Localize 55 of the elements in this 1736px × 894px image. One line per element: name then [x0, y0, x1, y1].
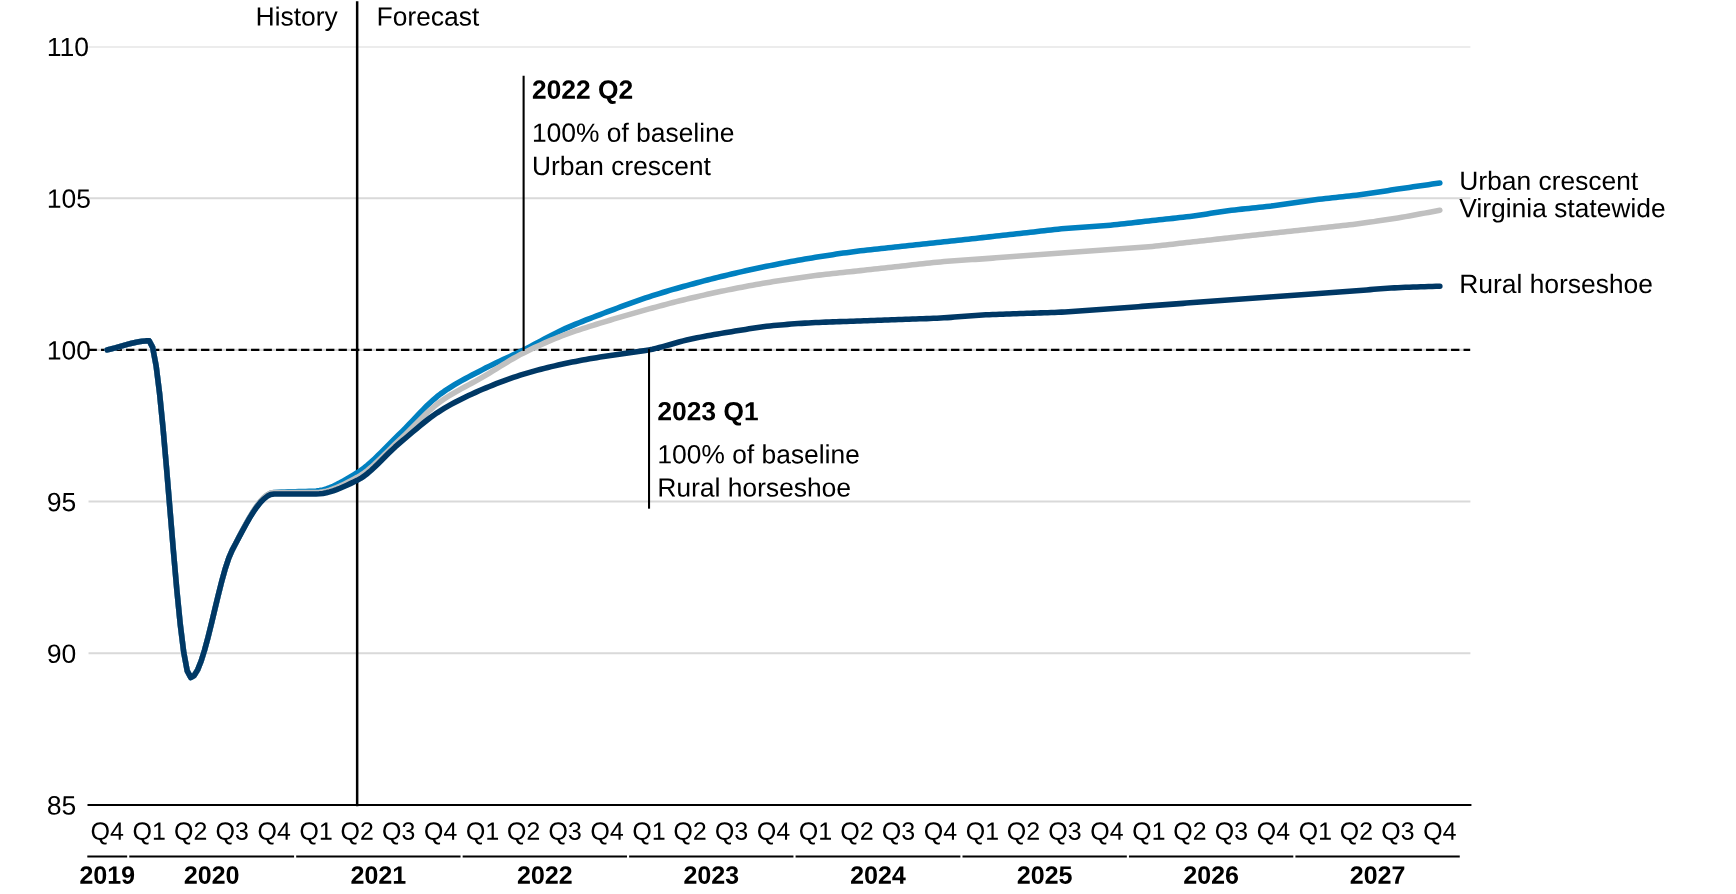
x-tick-label: Q2 [1007, 822, 1039, 845]
text: 2024 [851, 866, 906, 884]
x-tick-label: Q4 [425, 822, 457, 845]
text: Forecast [378, 7, 480, 26]
x-tick-label: Q4 [1091, 822, 1123, 845]
x-tick-label: Q1 [1299, 822, 1331, 845]
y-tick-label: 95 [48, 492, 76, 512]
x-tick-label: Q1 [467, 822, 499, 845]
x-tick-label: Q3 [549, 822, 581, 845]
text: 2019 [80, 866, 135, 884]
x-tick-label: Q3 [883, 822, 915, 845]
text: 2027 [1350, 866, 1405, 884]
x-tick-label: Q4 [924, 822, 957, 845]
x-tick-label: Q1 [800, 822, 831, 845]
text: 2022 [517, 866, 572, 884]
x-tick-label: Q3 [383, 822, 415, 845]
x-tick-label: Q1 [133, 822, 165, 845]
x-tick-label: Q3 [1382, 822, 1414, 845]
x-tick-label: Q2 [175, 822, 207, 845]
y-tick-label: 100 [48, 341, 90, 360]
y-tick-label: 105 [48, 189, 90, 208]
x-tick-label: Q4 [258, 822, 291, 845]
x-tick-label: Q2 [508, 822, 540, 845]
series-label: Virginia statewide [1459, 198, 1665, 223]
x-tick-label: Q2 [841, 822, 873, 845]
text: History [257, 6, 338, 32]
series-label: Rural horseshoe [1461, 273, 1652, 294]
y-tick-label: 85 [48, 796, 76, 815]
x-tick-label: Q2 [674, 822, 706, 845]
x-tick-label: Q1 [633, 822, 665, 845]
text: 2021 [351, 866, 406, 884]
x-tick-label: Q4 [1257, 822, 1290, 845]
x-tick-label: Q1 [300, 822, 332, 845]
text: 2026 [1184, 866, 1239, 884]
x-tick-label: Q4 [1424, 822, 1456, 845]
text: 2020 [184, 866, 239, 884]
y-tick-label: 90 [48, 644, 76, 664]
x-tick-label: Q1 [966, 822, 998, 845]
x-tick-label: Q2 [341, 822, 373, 845]
text: 2025 [1017, 866, 1072, 884]
x-tick-label: Q3 [216, 822, 248, 845]
annotation: 2023 Q1 100% of baseline Rural horseshoe [658, 401, 859, 497]
text: 2023 [684, 866, 739, 884]
x-tick-label: Q3 [1049, 822, 1081, 845]
x-tick-label: Q2 [1340, 822, 1372, 845]
x-tick-label: Q3 [716, 822, 748, 845]
x-tick-label: Q4 [591, 822, 624, 845]
series-label: Urban crescent [1461, 170, 1639, 191]
x-tick-label: Q2 [1174, 822, 1206, 845]
x-tick-label: Q4 [758, 822, 790, 845]
annotation: 2022 Q2 100% of baseline Urban crescent [532, 80, 734, 176]
x-tick-label: Q1 [1133, 822, 1165, 845]
x-tick-label: Q4 [91, 822, 124, 845]
x-tick-label: Q3 [1215, 822, 1247, 845]
y-tick-label: 110 [48, 37, 88, 57]
